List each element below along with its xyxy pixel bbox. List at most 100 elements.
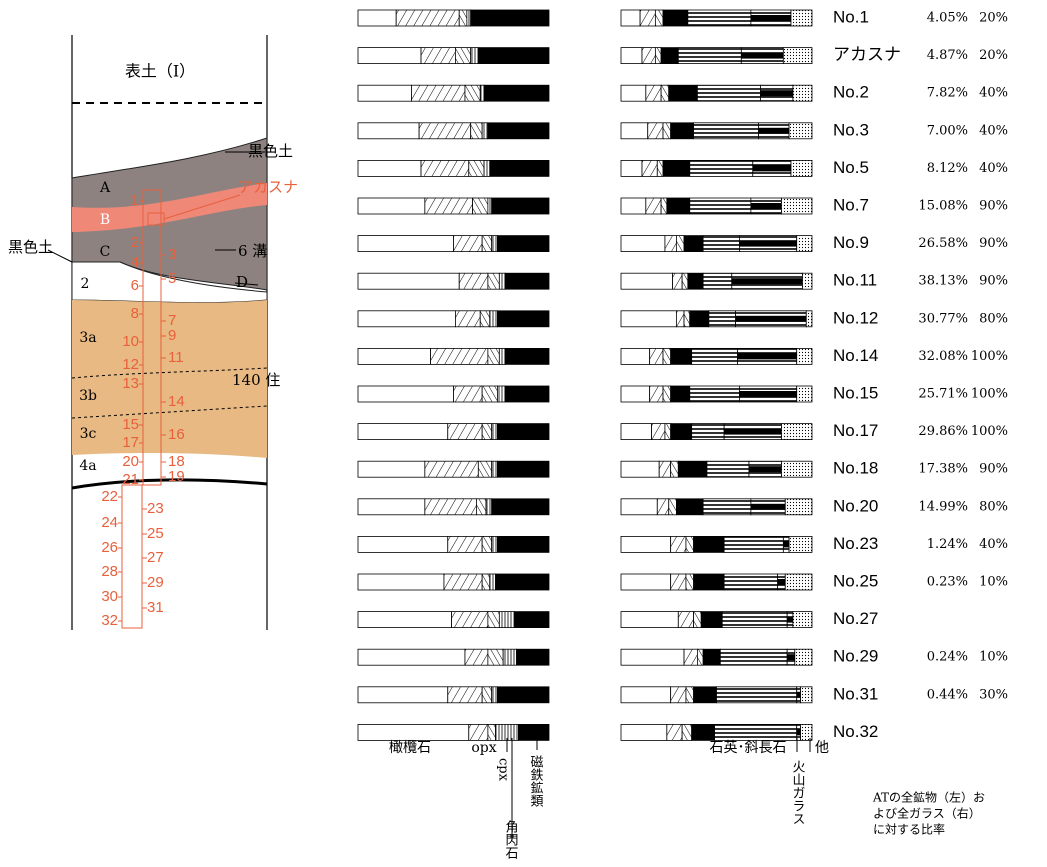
bar-segment xyxy=(660,197,668,215)
ratio-minerals: 7.82% xyxy=(927,86,968,101)
bar-segment xyxy=(497,385,506,403)
bar-segment xyxy=(418,122,472,140)
bar-segment xyxy=(647,122,664,140)
bar-segment xyxy=(481,423,493,441)
bar-segment xyxy=(723,536,784,553)
bar-segment xyxy=(675,235,685,253)
note: よび全ガラス（右） xyxy=(873,806,981,821)
bar-segment xyxy=(620,84,647,102)
bar-segment xyxy=(792,611,813,628)
sample-name: No.12 xyxy=(833,308,878,327)
bar-segment xyxy=(666,197,691,215)
segment-core xyxy=(748,466,782,473)
bar-segment xyxy=(750,197,782,215)
bar-segment xyxy=(782,47,813,64)
ratio-glass: 90% xyxy=(979,199,1008,214)
bar-segment xyxy=(357,536,449,553)
bar-segment xyxy=(468,724,489,741)
bar-segment xyxy=(620,724,668,741)
ratio-minerals: 17.38% xyxy=(918,462,968,477)
bar-segment xyxy=(504,385,550,403)
bar-segment xyxy=(662,9,689,27)
legend-quartz: 石英･斜長石 xyxy=(710,739,787,756)
sample-number: 1 xyxy=(131,192,139,209)
bar-segment xyxy=(796,385,813,403)
bar-segment xyxy=(758,122,790,140)
bar-segment xyxy=(458,9,468,27)
segment-core xyxy=(739,240,797,247)
sample-number: 11 xyxy=(168,349,184,366)
sample-name: No.3 xyxy=(833,120,869,139)
bar-segment xyxy=(487,611,500,628)
bar-segment xyxy=(691,347,738,365)
bar-segment xyxy=(670,686,687,704)
bar-segment xyxy=(491,235,498,253)
bar-segment xyxy=(677,460,708,478)
segment-core xyxy=(787,654,795,661)
bar-segment xyxy=(620,347,651,365)
ratio-minerals: 4.87% xyxy=(927,48,968,63)
bar-segment xyxy=(491,423,498,441)
side-label: 黒色土 xyxy=(8,238,53,256)
bar-segment xyxy=(620,122,649,140)
sample-number: 7 xyxy=(168,312,176,329)
bar-segment xyxy=(672,272,683,290)
bar-segment xyxy=(357,573,445,591)
bar-segment xyxy=(451,611,489,628)
bar-segment xyxy=(498,347,506,365)
sample-number: 17 xyxy=(122,434,139,451)
bar-segment xyxy=(497,536,550,553)
bar-segment xyxy=(697,84,761,102)
bar-segment xyxy=(714,724,798,741)
bar-segment xyxy=(481,573,491,591)
bar-segment xyxy=(805,310,813,328)
bar-segment xyxy=(788,536,813,553)
bar-segment xyxy=(455,310,481,328)
bar-segment xyxy=(641,159,658,177)
bar-segment xyxy=(683,235,704,253)
bar-segment xyxy=(489,573,496,591)
bar-segment xyxy=(504,347,550,365)
ratio-minerals: 8.12% xyxy=(927,161,968,176)
bars: No.1 4.05% 20% アカスナ 4.87% 20% No.2 7.82% 40% No.3… xyxy=(357,7,1008,741)
side-label: 6 溝 xyxy=(238,242,267,260)
ratio-minerals: 0.23% xyxy=(927,575,968,590)
bar-segment xyxy=(485,498,493,516)
sample-name: No.14 xyxy=(833,346,878,365)
bar-segment xyxy=(662,347,672,365)
bar-segment xyxy=(458,272,489,290)
bar-segment xyxy=(464,648,489,666)
bar-segment xyxy=(620,686,672,704)
bar-segment xyxy=(497,686,550,704)
sample-number: 9 xyxy=(168,327,176,344)
bar-segment xyxy=(662,385,672,403)
bar-segment xyxy=(620,159,643,177)
bar-segment xyxy=(693,573,725,591)
bar-segment xyxy=(689,385,740,403)
sample-name: No.25 xyxy=(833,571,878,590)
bar-segment xyxy=(487,724,496,741)
bar-segment xyxy=(660,47,679,64)
soil-column xyxy=(47,35,268,630)
bar-segment xyxy=(620,648,685,666)
segment-core xyxy=(731,278,803,285)
ratio-minerals: 1.24% xyxy=(927,537,968,552)
bar-segment xyxy=(670,385,691,403)
bar-segment xyxy=(477,47,550,64)
segment-core xyxy=(787,616,793,623)
bar-segment xyxy=(786,611,794,628)
layer-label: 4a xyxy=(79,458,96,474)
sample-number: 26 xyxy=(101,539,118,556)
bar-segment xyxy=(424,460,479,478)
bar-segment xyxy=(620,9,641,27)
bar-segment xyxy=(723,573,779,591)
ratio-minerals: 32.08% xyxy=(918,349,968,364)
bar-segment xyxy=(685,536,694,553)
bar-segment xyxy=(681,724,693,741)
bar-segment xyxy=(483,159,491,177)
side-label: 黒色土 xyxy=(248,142,293,160)
bar-segment xyxy=(620,272,673,290)
bar-segment xyxy=(420,47,456,64)
bar-segment xyxy=(802,272,813,290)
bar-segment xyxy=(691,724,715,741)
